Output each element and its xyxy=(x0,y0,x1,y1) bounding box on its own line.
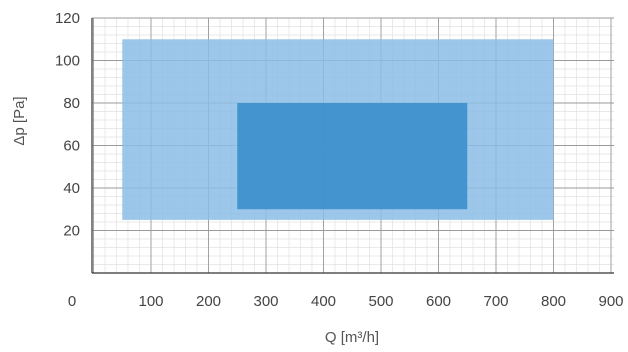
y-tick-label: 100 xyxy=(55,53,80,70)
x-tick-label: 900 xyxy=(598,293,623,310)
x-tick-label: 800 xyxy=(541,293,566,310)
operating-regions xyxy=(122,39,554,220)
x-tick-label: 300 xyxy=(253,293,278,310)
y-tick-labels: 20 40 60 80 100 120 xyxy=(55,10,80,240)
x-axis-label: Q [m³/h] xyxy=(325,329,379,346)
x-tick-label: 700 xyxy=(483,293,508,310)
x-tick-label: 0 xyxy=(68,293,76,310)
y-tick-label: 80 xyxy=(63,95,80,112)
inner-operating-region xyxy=(237,103,468,210)
y-tick-label: 40 xyxy=(63,180,80,197)
axes xyxy=(91,18,614,274)
x-tick-label: 200 xyxy=(196,293,221,310)
y-tick-label: 20 xyxy=(63,223,80,240)
x-tick-label: 500 xyxy=(368,293,393,310)
x-tick-label: 400 xyxy=(311,293,336,310)
y-tick-label: 120 xyxy=(55,10,80,27)
x-tick-labels: 0 100 200 300 400 500 600 700 800 900 xyxy=(68,293,624,310)
x-tick-label: 600 xyxy=(426,293,451,310)
y-tick-label: 60 xyxy=(63,138,80,155)
y-axis-label: Δp [Pa] xyxy=(11,96,28,145)
x-tick-label: 100 xyxy=(138,293,163,310)
